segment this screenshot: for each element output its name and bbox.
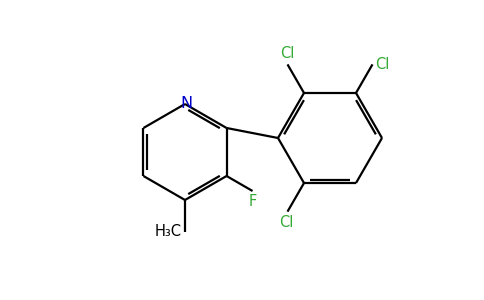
Text: H₃C: H₃C: [155, 224, 182, 239]
Text: Cl: Cl: [376, 57, 390, 72]
Text: Cl: Cl: [279, 214, 294, 230]
Text: Cl: Cl: [280, 46, 295, 62]
Text: F: F: [248, 194, 257, 209]
Text: N: N: [180, 97, 192, 112]
